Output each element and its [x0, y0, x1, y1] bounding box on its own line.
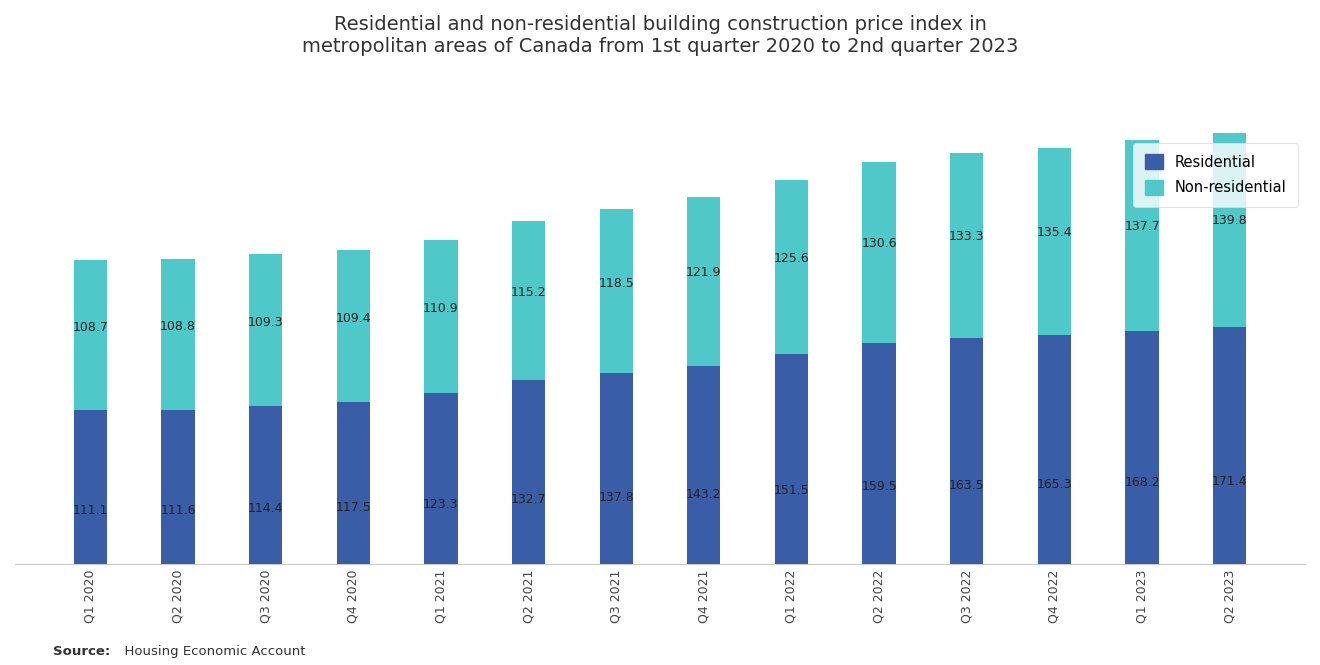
- Text: 109.4: 109.4: [335, 312, 371, 325]
- Text: 135.4: 135.4: [1036, 225, 1072, 239]
- Bar: [512, 380, 545, 565]
- Text: 133.3: 133.3: [949, 229, 985, 243]
- Text: 171.4: 171.4: [1212, 475, 1247, 487]
- Bar: [161, 410, 194, 565]
- Text: 137.8: 137.8: [598, 491, 634, 504]
- Text: 108.8: 108.8: [160, 321, 195, 333]
- Text: 114.4: 114.4: [248, 502, 284, 515]
- Bar: [337, 402, 370, 565]
- Bar: [337, 250, 370, 402]
- Text: 137.7: 137.7: [1125, 220, 1160, 233]
- Text: 165.3: 165.3: [1036, 477, 1072, 491]
- Bar: [950, 153, 983, 338]
- Text: 151.5: 151.5: [774, 484, 809, 497]
- Bar: [775, 180, 808, 354]
- Text: 139.8: 139.8: [1212, 213, 1247, 227]
- Title: Residential and non-residential building construction price index in
metropolita: Residential and non-residential building…: [302, 15, 1018, 56]
- Bar: [1213, 327, 1246, 565]
- Text: 115.2: 115.2: [511, 286, 546, 299]
- Bar: [249, 406, 282, 565]
- Text: 121.9: 121.9: [686, 267, 722, 279]
- Text: 109.3: 109.3: [248, 316, 284, 329]
- Bar: [512, 221, 545, 380]
- Text: 159.5: 159.5: [861, 481, 898, 493]
- Text: 130.6: 130.6: [862, 237, 896, 250]
- Legend: Residential, Non-residential: Residential, Non-residential: [1134, 143, 1298, 207]
- Text: 125.6: 125.6: [774, 252, 809, 265]
- Text: 163.5: 163.5: [949, 479, 985, 491]
- Text: 117.5: 117.5: [335, 501, 371, 514]
- Bar: [862, 162, 896, 343]
- Bar: [599, 209, 632, 373]
- Bar: [1038, 148, 1071, 335]
- Bar: [74, 260, 107, 410]
- Bar: [424, 394, 458, 565]
- Text: 110.9: 110.9: [424, 303, 458, 315]
- Bar: [688, 366, 721, 565]
- Bar: [950, 338, 983, 565]
- Bar: [1126, 140, 1159, 331]
- Text: Source:: Source:: [53, 645, 110, 658]
- Text: 132.7: 132.7: [511, 493, 546, 507]
- Text: 123.3: 123.3: [424, 498, 458, 511]
- Bar: [1126, 331, 1159, 565]
- Bar: [688, 197, 721, 366]
- Bar: [74, 410, 107, 565]
- Bar: [1213, 133, 1246, 327]
- Bar: [775, 354, 808, 565]
- Bar: [424, 240, 458, 394]
- Bar: [161, 259, 194, 410]
- Bar: [599, 373, 632, 565]
- Text: 108.7: 108.7: [73, 321, 108, 334]
- Bar: [1038, 335, 1071, 565]
- Bar: [249, 254, 282, 406]
- Bar: [862, 343, 896, 565]
- Text: 168.2: 168.2: [1125, 476, 1160, 489]
- Text: 143.2: 143.2: [686, 488, 722, 501]
- Text: 118.5: 118.5: [598, 277, 634, 289]
- Text: 111.1: 111.1: [73, 504, 108, 517]
- Text: Housing Economic Account: Housing Economic Account: [116, 645, 306, 658]
- Text: 111.6: 111.6: [160, 503, 195, 517]
